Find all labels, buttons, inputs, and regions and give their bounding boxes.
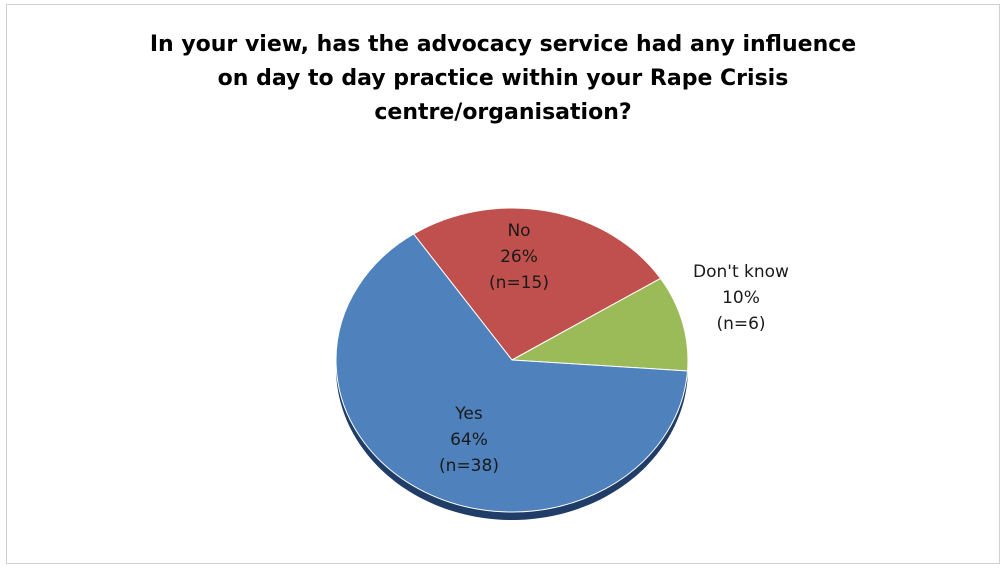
slice-percent-no: 26% [500,247,538,267]
pie-slice-don-t-know [510,277,689,372]
pie-slice-no [412,207,662,361]
slice-count-yes: (n=38) [439,456,499,476]
chart-title-line-3: centre/organisation? [374,100,632,125]
slice-count-don-t-know: (n=6) [716,314,765,334]
slice-label-yes: Yes [454,404,483,424]
slice-percent-yes: 64% [450,430,488,450]
pie-slices [335,207,689,513]
chart-title-line-2: on day to day practice within your Rape … [217,66,789,91]
pie-slice-yes [335,233,689,513]
slice-percent-don-t-know: 10% [722,288,760,308]
pie-labels: Yes 64% (n=38) No 26% (n=15) Don't know 10% (n=6… [439,221,789,476]
slice-count-no: (n=15) [489,273,549,293]
chart-title: In your view, has the advocacy service h… [0,28,1006,130]
chart-title-line-1: In your view, has the advocacy service h… [149,32,857,57]
slice-label-don-t-know: Don't know [693,262,789,282]
slice-label-no: No [507,221,530,241]
